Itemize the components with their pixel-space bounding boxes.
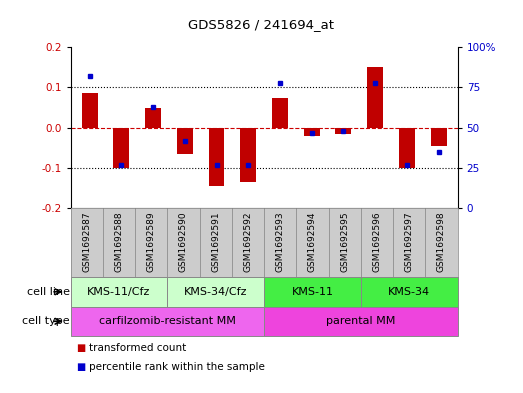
Text: GSM1692593: GSM1692593 bbox=[276, 212, 285, 272]
Bar bbox=[241, 128, 256, 182]
Text: ■: ■ bbox=[76, 343, 85, 353]
Text: GSM1692591: GSM1692591 bbox=[211, 212, 220, 272]
Bar bbox=[145, 108, 161, 128]
Bar bbox=[304, 128, 320, 136]
Bar bbox=[361, 277, 458, 307]
Bar bbox=[177, 128, 193, 154]
Text: percentile rank within the sample: percentile rank within the sample bbox=[89, 362, 265, 373]
Text: KMS-11/Cfz: KMS-11/Cfz bbox=[87, 287, 151, 297]
Text: parental MM: parental MM bbox=[326, 316, 395, 326]
Text: transformed count: transformed count bbox=[89, 343, 186, 353]
Bar bbox=[367, 67, 383, 128]
Text: GSM1692589: GSM1692589 bbox=[147, 212, 156, 272]
Text: ■: ■ bbox=[76, 362, 85, 373]
Bar bbox=[264, 277, 361, 307]
Text: cell type: cell type bbox=[22, 316, 70, 326]
Text: GSM1692592: GSM1692592 bbox=[244, 212, 253, 272]
Text: KMS-34: KMS-34 bbox=[388, 287, 430, 297]
Text: GSM1692588: GSM1692588 bbox=[115, 212, 123, 272]
Text: KMS-11: KMS-11 bbox=[291, 287, 334, 297]
Bar bbox=[430, 128, 447, 146]
Bar bbox=[399, 128, 415, 168]
Text: cell line: cell line bbox=[27, 287, 70, 297]
Text: KMS-34/Cfz: KMS-34/Cfz bbox=[184, 287, 247, 297]
Bar bbox=[209, 128, 224, 186]
Bar bbox=[264, 307, 458, 336]
Text: GSM1692597: GSM1692597 bbox=[405, 212, 414, 272]
Bar bbox=[71, 307, 264, 336]
Text: GSM1692595: GSM1692595 bbox=[340, 212, 349, 272]
Bar bbox=[71, 277, 167, 307]
Text: carfilzomib-resistant MM: carfilzomib-resistant MM bbox=[99, 316, 236, 326]
Bar bbox=[82, 94, 98, 128]
Text: GSM1692598: GSM1692598 bbox=[437, 212, 446, 272]
Bar bbox=[167, 277, 264, 307]
Bar bbox=[335, 128, 351, 134]
Text: GSM1692590: GSM1692590 bbox=[179, 212, 188, 272]
Bar bbox=[272, 97, 288, 128]
Bar bbox=[113, 128, 129, 168]
Text: GSM1692596: GSM1692596 bbox=[372, 212, 381, 272]
Text: GDS5826 / 241694_at: GDS5826 / 241694_at bbox=[188, 18, 335, 31]
Text: GSM1692594: GSM1692594 bbox=[308, 212, 317, 272]
Text: GSM1692587: GSM1692587 bbox=[82, 212, 91, 272]
